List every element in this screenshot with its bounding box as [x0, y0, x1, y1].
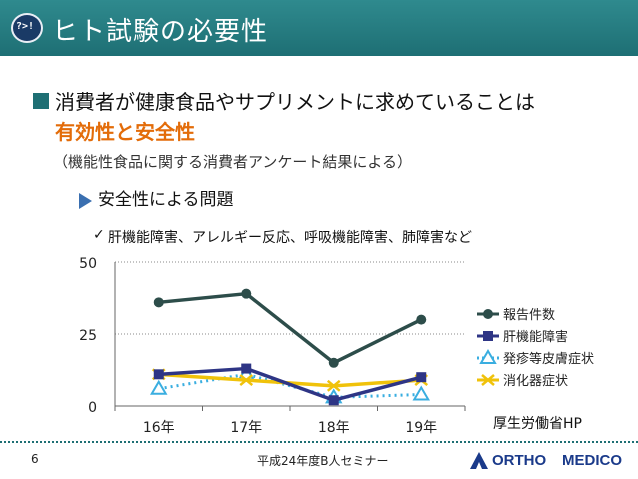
- legend-label: 報告件数: [503, 308, 555, 323]
- series-1-point: [153, 297, 164, 308]
- ortho-logo-icon: [470, 452, 488, 469]
- square-bullet-icon: [33, 93, 49, 109]
- legend-marker: [483, 309, 493, 319]
- series-line-2: [158, 366, 422, 402]
- x-tick-label: 18年: [318, 420, 350, 436]
- y-tick-label: 25: [79, 328, 97, 344]
- question-exclamation-icon: ?>!: [11, 13, 43, 43]
- series-1-point: [416, 314, 427, 325]
- series-2-point: [416, 372, 427, 383]
- y-tick-label: 50: [79, 256, 97, 272]
- series-2-point: [241, 363, 252, 374]
- footer-divider: [0, 441, 638, 443]
- series-4-point: [326, 379, 341, 392]
- legend-marker: [479, 349, 497, 364]
- checkmark-icon: ✓: [93, 227, 105, 243]
- legend-label: 消化器症状: [503, 374, 568, 389]
- survey-note: （機能性食品に関する消費者アンケート結果による）: [53, 153, 412, 171]
- series-2-point: [153, 369, 164, 380]
- title-bar: ?>! ヒト試験の必要性: [0, 0, 638, 56]
- legend-label: 発疹等皮膚症状: [503, 351, 594, 367]
- series-1-point: [241, 288, 252, 299]
- footer-text: 平成24年度B人セミナー: [257, 454, 389, 468]
- y-tick-label: 0: [88, 400, 97, 416]
- series-1-point: [328, 357, 339, 368]
- series-3-point: [412, 385, 430, 401]
- source-label: 厚生労働省HP: [493, 416, 582, 432]
- issues-list: 肝機能障害、アレルギー反応、呼吸機能障害、肺障害など: [108, 230, 472, 246]
- series-2-point: [328, 395, 339, 406]
- series-4-point: [239, 374, 254, 387]
- series-line-1: [158, 291, 423, 365]
- legend-marker: [481, 374, 495, 386]
- statement-line: 消費者が健康食品やサプリメントに求めていることは: [55, 90, 535, 114]
- highlight-line: 有効性と安全性: [55, 120, 195, 144]
- logo-ortho: ORTHO: [492, 452, 547, 469]
- logo-medico: MEDICO: [562, 452, 622, 469]
- slide-title: ヒト試験の必要性: [52, 17, 269, 47]
- x-tick-label: 17年: [230, 420, 262, 436]
- subheading: 安全性による問題: [98, 190, 234, 210]
- arrow-bullet-icon: [79, 193, 92, 209]
- legend-label: 肝機能障害: [503, 329, 568, 345]
- x-tick-label: 16年: [143, 420, 175, 436]
- series-3-point: [150, 379, 168, 395]
- x-tick-label: 19年: [405, 420, 437, 436]
- icon-label: ?>!: [16, 21, 35, 32]
- legend-marker: [483, 331, 493, 341]
- page-number: 6: [31, 452, 39, 466]
